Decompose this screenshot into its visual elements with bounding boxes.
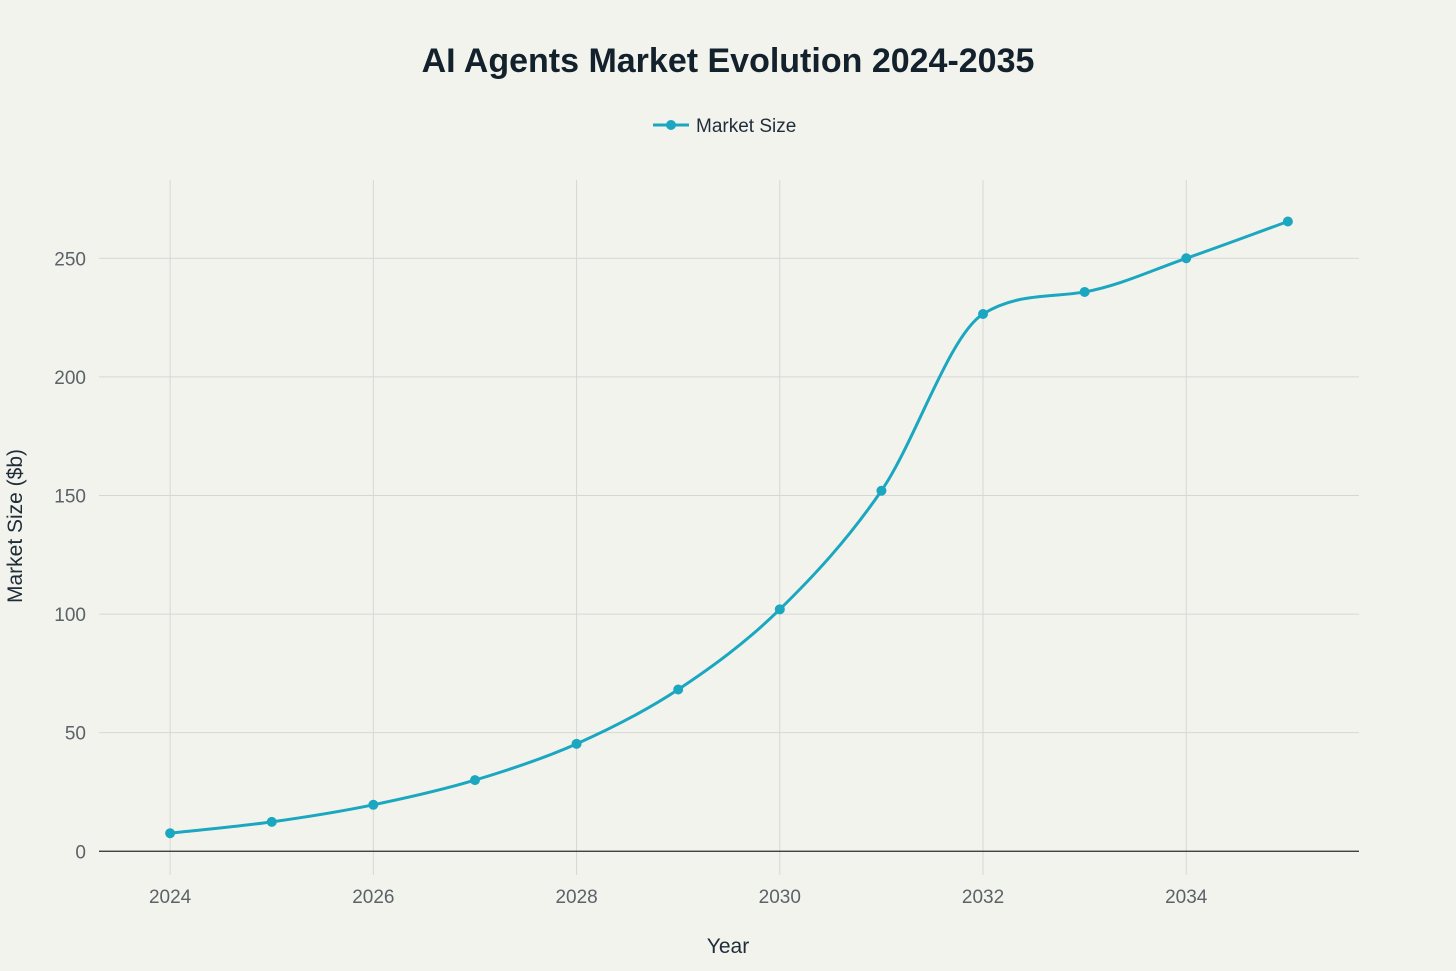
chart-title: AI Agents Market Evolution 2024-2035 — [422, 42, 1035, 80]
y-axis-title: Market Size ($b) — [4, 449, 27, 603]
data-point-2033[interactable] — [1079, 286, 1090, 297]
data-points — [165, 216, 1293, 839]
y-gridlines — [99, 257, 1359, 734]
data-point-2035[interactable] — [1282, 216, 1293, 227]
data-point-2031[interactable] — [876, 485, 887, 496]
data-point-2027[interactable] — [469, 775, 480, 786]
x-tick-label-2034: 2034 — [1165, 887, 1208, 908]
x-tick-label-2032: 2032 — [962, 887, 1004, 908]
x-axis-title: Year — [707, 935, 749, 958]
legend-label: Market Size — [696, 116, 796, 137]
y-tick-labels: 0 50 100 150 200 250 — [54, 249, 86, 863]
y-tick-label-150: 150 — [54, 486, 86, 507]
series-line-market-size[interactable] — [169, 220, 1289, 835]
data-point-2029[interactable] — [673, 684, 684, 695]
y-tick-label-250: 250 — [54, 249, 86, 270]
legend[interactable]: Market Size — [653, 116, 796, 137]
data-point-2034[interactable] — [1181, 253, 1192, 264]
y-tick-label-50: 50 — [65, 724, 86, 745]
x-tick-label-2026: 2026 — [352, 887, 394, 908]
data-point-2025[interactable] — [266, 816, 277, 827]
x-tick-label-2024: 2024 — [149, 887, 192, 908]
legend-marker-icon — [666, 120, 676, 130]
data-point-2030[interactable] — [774, 604, 785, 615]
y-tick-label-200: 200 — [54, 368, 86, 389]
y-tick-label-100: 100 — [54, 605, 86, 626]
x-gridlines — [169, 180, 1187, 875]
x-tick-label-2030: 2030 — [759, 887, 801, 908]
x-tick-labels: 2024 2026 2028 2030 2032 2034 — [149, 887, 1208, 908]
data-point-2026[interactable] — [368, 799, 379, 810]
data-point-2032[interactable] — [978, 309, 989, 320]
y-tick-label-0: 0 — [75, 842, 86, 863]
data-point-2028[interactable] — [571, 738, 582, 749]
data-point-2024[interactable] — [165, 828, 176, 839]
x-tick-label-2028: 2028 — [555, 887, 597, 908]
